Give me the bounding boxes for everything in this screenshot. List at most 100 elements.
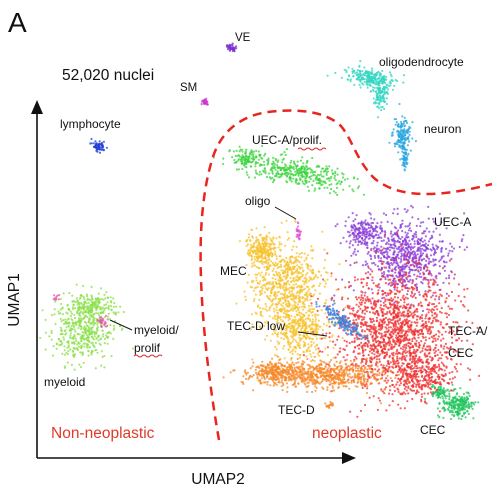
point	[393, 208, 396, 211]
point	[347, 286, 351, 289]
point	[431, 314, 434, 317]
point	[286, 231, 289, 234]
point	[415, 224, 418, 227]
point	[290, 314, 293, 317]
point	[405, 271, 408, 274]
point	[453, 376, 456, 379]
point	[433, 368, 436, 371]
point	[365, 284, 368, 287]
point	[404, 254, 407, 257]
point	[409, 268, 412, 271]
point	[290, 180, 293, 183]
point	[303, 287, 306, 290]
point	[448, 259, 451, 262]
point	[249, 328, 252, 331]
point	[388, 141, 391, 144]
point	[397, 364, 400, 367]
point	[228, 150, 231, 153]
point	[353, 261, 356, 265]
point	[371, 347, 374, 350]
point	[311, 257, 314, 260]
point	[306, 264, 309, 267]
point	[315, 344, 318, 347]
point	[362, 354, 365, 357]
point	[274, 168, 277, 171]
point	[390, 274, 393, 277]
point	[256, 258, 259, 261]
point	[353, 276, 356, 279]
point	[377, 283, 381, 286]
point	[291, 340, 294, 343]
point	[317, 181, 320, 185]
point	[411, 269, 414, 272]
point	[328, 192, 332, 195]
point	[263, 167, 266, 170]
point	[424, 292, 427, 295]
point	[401, 353, 404, 356]
point	[428, 286, 431, 289]
point	[382, 318, 385, 321]
point	[436, 308, 439, 311]
point	[254, 286, 257, 290]
point	[407, 315, 410, 318]
point	[307, 189, 311, 192]
point	[428, 351, 431, 355]
point	[402, 294, 405, 297]
point	[258, 254, 261, 257]
point	[407, 366, 410, 369]
point	[251, 250, 254, 253]
point	[367, 250, 370, 254]
point	[422, 278, 425, 281]
point	[376, 313, 380, 316]
point	[365, 83, 368, 86]
point	[410, 312, 413, 315]
point	[403, 208, 406, 211]
point	[443, 351, 447, 354]
point	[425, 381, 428, 384]
point	[434, 281, 437, 284]
point	[406, 324, 409, 327]
point	[425, 255, 428, 258]
point	[353, 337, 356, 340]
point	[363, 242, 366, 245]
point	[254, 293, 257, 296]
point	[377, 368, 381, 371]
point	[301, 266, 304, 269]
point	[438, 302, 441, 305]
point	[378, 399, 381, 402]
point	[301, 290, 304, 293]
point	[362, 358, 365, 361]
point	[374, 256, 377, 259]
point	[325, 177, 329, 180]
point	[329, 177, 332, 180]
point	[314, 273, 317, 276]
point	[356, 415, 359, 418]
point	[406, 289, 409, 293]
point	[395, 282, 398, 285]
point	[310, 175, 313, 178]
point	[371, 86, 375, 89]
point	[418, 346, 421, 349]
point	[427, 366, 430, 369]
point	[354, 227, 357, 230]
point	[414, 309, 417, 312]
point	[250, 228, 253, 231]
point	[311, 249, 314, 252]
point	[422, 232, 425, 235]
point	[426, 332, 429, 335]
point	[368, 350, 371, 353]
point	[389, 326, 392, 329]
point	[261, 307, 264, 310]
point	[354, 240, 357, 244]
point	[331, 172, 335, 176]
point	[328, 179, 331, 182]
point	[387, 88, 390, 91]
point	[384, 386, 388, 389]
point	[359, 222, 363, 225]
point	[357, 222, 361, 225]
point	[407, 128, 410, 131]
point	[363, 403, 367, 407]
point	[349, 312, 352, 315]
point	[271, 300, 274, 303]
point	[242, 155, 245, 158]
